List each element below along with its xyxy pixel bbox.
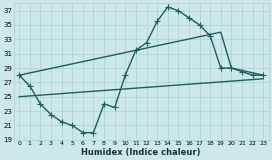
- X-axis label: Humidex (Indice chaleur): Humidex (Indice chaleur): [81, 148, 201, 156]
